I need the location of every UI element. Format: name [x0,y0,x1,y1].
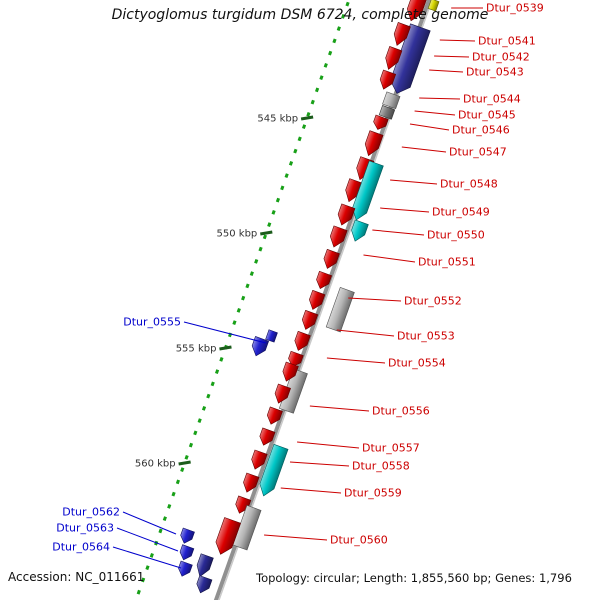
scale-tick [300,115,314,121]
scale-tick [219,345,232,351]
gene-label-Dtur_0553[interactable]: Dtur_0553 [397,330,455,343]
scale-tick [178,460,191,466]
scale-tick-label: 560 kbp [135,459,176,470]
leader-line [434,55,470,58]
genome-info-text: Topology: circular; Length: 1,855,560 bp… [256,571,572,585]
gene-label-Dtur_0557[interactable]: Dtur_0557 [362,442,420,455]
gene-label-Dtur_0544[interactable]: Dtur_0544 [463,93,521,106]
gene-glyph[interactable] [194,553,214,579]
gene-glyph[interactable] [427,0,440,12]
leader-line [289,461,350,467]
gene-glyph[interactable] [280,361,299,383]
gene-label-Dtur_0562[interactable]: Dtur_0562 [62,506,120,519]
leader-line [297,441,360,449]
gene-glyph-Dtur_0542[interactable] [382,46,403,71]
gene-glyph-Dtur_0557[interactable] [257,427,276,447]
gene-label-Dtur_0551[interactable]: Dtur_0551 [418,256,476,269]
gene-glyph-Dtur_0555[interactable] [249,336,270,358]
scale-tick-label: 555 kbp [176,344,217,355]
gene-glyph-Dtur_0549[interactable] [349,160,384,223]
gene-glyph-Dtur_0564[interactable] [176,560,193,578]
gene-glyph[interactable] [265,406,283,426]
gene-glyph[interactable] [321,248,340,270]
leader-line [116,527,179,552]
gene-label-Dtur_0539[interactable]: Dtur_0539 [486,2,544,15]
leader-line [280,487,342,494]
gene-glyph[interactable] [387,23,431,97]
gene-label-Dtur_0545[interactable]: Dtur_0545 [458,109,516,122]
leader-line [336,329,395,337]
leader-line [401,146,447,153]
gene-glyph-Dtur_0551[interactable] [327,225,348,250]
gene-glyph-Dtur_0563[interactable] [178,544,195,562]
leader-line [363,254,416,263]
scale-tick-label: 550 kbp [217,229,258,240]
gene-glyph[interactable] [194,575,213,595]
genome-axis-highlight [218,0,433,600]
scale-tick-label: 545 kbp [257,114,298,125]
gene-label-Dtur_0558[interactable]: Dtur_0558 [352,460,410,473]
gene-glyph-Dtur_0544[interactable] [382,91,401,110]
gene-glyph-Dtur_0539[interactable] [404,0,429,23]
gene-glyph-Dtur_0553[interactable] [300,309,319,331]
gene-glyph[interactable] [265,329,278,343]
gene-glyph-Dtur_0543[interactable] [377,69,397,91]
gene-glyph-Dtur_0550[interactable] [348,219,369,244]
leader-line [409,123,450,131]
leader-line [309,405,370,412]
gene-glyph[interactable] [335,203,356,228]
gene-label-Dtur_0547[interactable]: Dtur_0547 [449,146,507,159]
gene-label-Dtur_0560[interactable]: Dtur_0560 [330,534,388,547]
gene-label-Dtur_0541[interactable]: Dtur_0541 [478,35,536,48]
leader-line [439,39,476,42]
leader-line [183,321,267,344]
scale-tick [260,230,273,236]
gene-glyph[interactable] [213,517,241,558]
leader-line [264,534,328,541]
gene-glyph-Dtur_0562[interactable] [179,527,195,545]
gene-label-Dtur_0556[interactable]: Dtur_0556 [372,405,430,418]
accession-text: Accession: NC_011661 [8,570,145,584]
gene-label-Dtur_0548[interactable]: Dtur_0548 [440,178,498,191]
gene-label-Dtur_0550[interactable]: Dtur_0550 [427,229,485,242]
gene-label-Dtur_0555[interactable]: Dtur_0555 [123,316,181,329]
gene-glyph[interactable] [307,289,326,311]
gene-glyph-Dtur_0552[interactable] [325,287,355,333]
leader-line [348,297,402,302]
leader-line [122,511,177,535]
gene-glyph-Dtur_0541[interactable] [391,22,411,47]
gene-glyph[interactable] [292,330,311,352]
leader-line [380,207,430,213]
leader-line [112,546,182,569]
gene-label-Dtur_0542[interactable]: Dtur_0542 [472,51,530,64]
gene-glyph[interactable] [272,383,291,405]
gene-label-Dtur_0563[interactable]: Dtur_0563 [56,522,114,535]
gene-glyph-Dtur_0558[interactable] [257,443,289,498]
leader-line [372,229,425,236]
gene-glyph[interactable] [314,270,333,290]
leader-line [429,69,464,73]
gene-glyph-Dtur_0554[interactable] [286,350,304,369]
leader-line [414,110,456,116]
gene-glyph-Dtur_0547[interactable] [362,130,384,158]
gene-glyph-Dtur_0545[interactable] [378,105,396,120]
gene-glyph-Dtur_0559[interactable] [241,472,260,494]
gene-glyph[interactable] [249,449,268,471]
gene-label-Dtur_0552[interactable]: Dtur_0552 [404,295,462,308]
gene-glyph[interactable] [342,178,364,204]
leader-line [390,179,438,185]
leader-line [419,97,461,100]
gene-label-Dtur_0559[interactable]: Dtur_0559 [344,487,402,500]
gene-label-Dtur_0546[interactable]: Dtur_0546 [452,124,510,137]
page-title: Dictyoglomus turgidum DSM 6724, complete… [111,7,489,23]
minor-tick-ruler [134,0,351,600]
leader-line [326,357,386,364]
gene-label-Dtur_0554[interactable]: Dtur_0554 [388,357,446,370]
gene-label-Dtur_0549[interactable]: Dtur_0549 [432,206,490,219]
gene-glyph-Dtur_0546[interactable] [372,114,389,132]
gene-label-Dtur_0543[interactable]: Dtur_0543 [466,66,524,79]
gene-label-Dtur_0564[interactable]: Dtur_0564 [52,541,110,554]
